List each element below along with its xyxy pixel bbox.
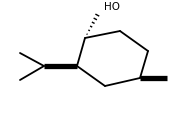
Text: HO: HO <box>104 2 120 12</box>
